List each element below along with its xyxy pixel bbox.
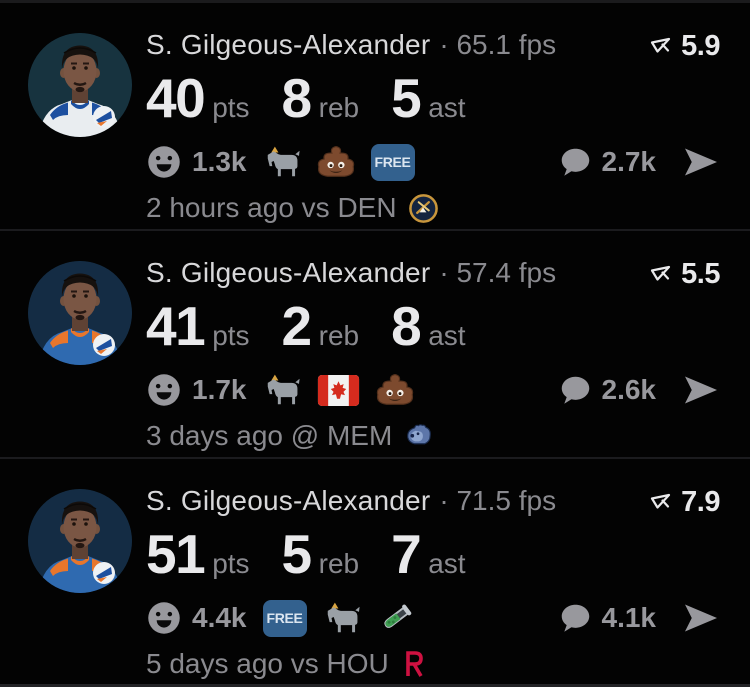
share-button[interactable] — [682, 374, 720, 406]
game-info: 3 days ago @ MEM — [146, 420, 720, 452]
stats-feed: 5.9 S. Gilgeous-Alexander · 65.1 fps 40 … — [0, 3, 750, 685]
stat-assists: 8 ast — [391, 295, 466, 357]
nuggets-logo-icon — [408, 193, 439, 224]
player-avatar[interactable] — [28, 261, 132, 365]
stat-assists: 5 ast — [391, 67, 466, 129]
social-row: 1.3k FREE 2.7k — [146, 141, 720, 183]
post-header: S. Gilgeous-Alexander · 57.4 fps — [146, 257, 720, 291]
fantasy-rating: 5.9 — [649, 30, 720, 63]
post-header: S. Gilgeous-Alexander · 65.1 fps — [146, 29, 720, 63]
social-row: 4.4k FREE 4.1k — [146, 597, 720, 639]
add-reaction-button[interactable]: 1.7k — [146, 372, 247, 408]
smiley-reaction-icon — [146, 144, 182, 180]
stat-rebounds: 5 reb — [281, 523, 360, 585]
social-row: 1.7k 2.6k — [146, 369, 720, 411]
test-tube-emoji-icon[interactable] — [374, 597, 417, 640]
rating-value: 5.9 — [681, 30, 720, 62]
reaction-count: 4.4k — [192, 602, 247, 633]
reaction-count: 1.7k — [192, 374, 247, 405]
grizzlies-logo-icon — [403, 421, 434, 452]
free-badge[interactable]: FREE — [262, 599, 307, 637]
fantasy-rating: 5.5 — [649, 258, 720, 291]
rockets-logo-icon — [400, 649, 426, 679]
stat-line: 40 pts 8 reb 5 ast — [146, 71, 720, 129]
comments-button[interactable]: 4.1k — [559, 602, 657, 635]
pennant-flag-icon — [649, 263, 673, 287]
goat-emoji-icon[interactable] — [323, 599, 361, 637]
comment-bubble-icon — [559, 374, 592, 407]
comment-count: 2.6k — [601, 374, 657, 405]
stat-rebounds: 2 reb — [281, 295, 360, 357]
comments-button[interactable]: 2.7k — [559, 146, 657, 179]
stat-points: 41 pts — [146, 295, 250, 357]
send-icon — [682, 374, 720, 406]
game-info-text: 5 days ago vs HOU — [146, 648, 389, 679]
fps-meta: · 71.5 fps — [439, 485, 557, 516]
player-avatar[interactable] — [28, 489, 132, 593]
fps-meta: · 57.4 fps — [439, 257, 557, 288]
stat-rebounds: 8 reb — [281, 67, 360, 129]
stat-points: 51 pts — [146, 523, 250, 585]
stat-points: 40 pts — [146, 67, 250, 129]
stat-line: 51 pts 5 reb 7 ast — [146, 527, 720, 585]
player-name: S. Gilgeous-Alexander — [146, 29, 431, 60]
share-button[interactable] — [682, 146, 720, 178]
stat-post-1: 5.9 S. Gilgeous-Alexander · 65.1 fps 40 … — [0, 3, 750, 231]
stat-line: 41 pts 2 reb 8 ast — [146, 299, 720, 357]
fps-meta: · 65.1 fps — [439, 29, 557, 60]
goat-emoji-icon[interactable] — [263, 371, 301, 409]
comment-bubble-icon — [559, 146, 592, 179]
stat-post-3: 7.9 S. Gilgeous-Alexander · 71.5 fps 51 … — [0, 459, 750, 685]
canada-flag-emoji-icon[interactable] — [317, 375, 360, 406]
game-info-text: 2 hours ago vs DEN — [146, 192, 397, 223]
player-name: S. Gilgeous-Alexander — [146, 257, 431, 288]
comment-count: 4.1k — [601, 602, 657, 633]
poop-emoji-icon[interactable] — [317, 143, 355, 181]
top-divider — [0, 0, 750, 3]
player-avatar[interactable] — [28, 33, 132, 137]
send-icon — [682, 146, 720, 178]
send-icon — [682, 602, 720, 634]
game-info: 2 hours ago vs DEN — [146, 192, 720, 224]
smiley-reaction-icon — [146, 372, 182, 408]
smiley-reaction-icon — [146, 600, 182, 636]
comment-count: 2.7k — [601, 146, 657, 177]
game-info: 5 days ago vs HOU — [146, 648, 720, 680]
player-name: S. Gilgeous-Alexander — [146, 485, 431, 516]
goat-emoji-icon[interactable] — [263, 143, 301, 181]
fantasy-rating: 7.9 — [649, 486, 720, 519]
comments-button[interactable]: 2.6k — [559, 374, 657, 407]
pennant-flag-icon — [649, 35, 673, 59]
free-badge[interactable]: FREE — [370, 143, 415, 181]
add-reaction-button[interactable]: 1.3k — [146, 144, 247, 180]
poop-emoji-icon[interactable] — [376, 371, 414, 409]
post-header: S. Gilgeous-Alexander · 71.5 fps — [146, 485, 720, 519]
rating-value: 7.9 — [681, 486, 720, 518]
add-reaction-button[interactable]: 4.4k — [146, 600, 247, 636]
comment-bubble-icon — [559, 602, 592, 635]
game-info-text: 3 days ago @ MEM — [146, 420, 393, 451]
stat-post-2: 5.5 S. Gilgeous-Alexander · 57.4 fps 41 … — [0, 231, 750, 459]
rating-value: 5.5 — [681, 258, 720, 290]
share-button[interactable] — [682, 602, 720, 634]
pennant-flag-icon — [649, 491, 673, 515]
bottom-divider — [0, 684, 750, 687]
reaction-count: 1.3k — [192, 146, 247, 177]
stat-assists: 7 ast — [391, 523, 466, 585]
